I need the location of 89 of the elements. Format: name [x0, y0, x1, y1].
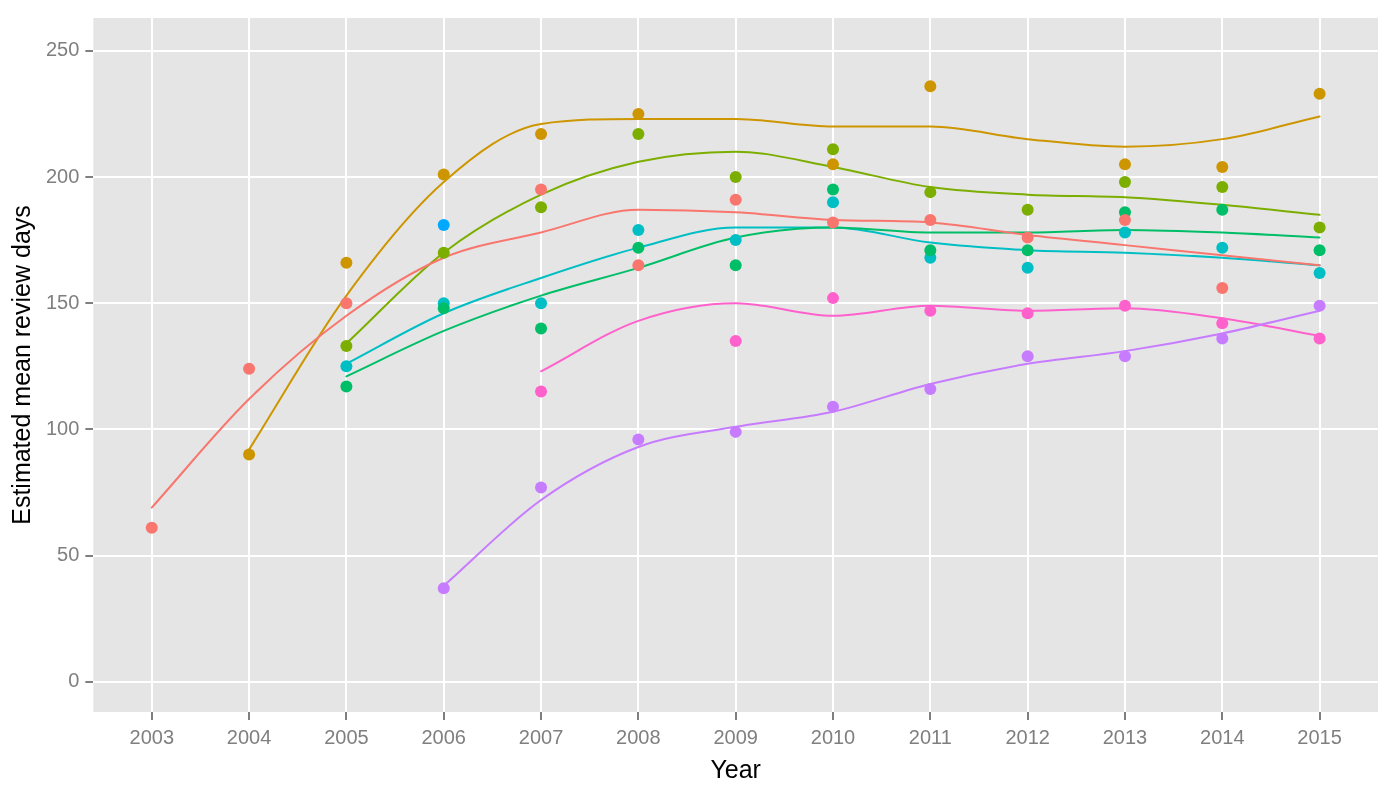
x-tick-label: 2015	[1297, 725, 1342, 748]
point	[535, 481, 548, 494]
point	[1021, 203, 1034, 216]
point	[437, 582, 450, 595]
y-tick-label: 50	[57, 543, 80, 566]
point	[243, 448, 256, 461]
point	[632, 128, 645, 141]
y-tick-label: 200	[45, 164, 80, 187]
x-tick-label: 2014	[1200, 725, 1245, 748]
point	[437, 246, 450, 259]
point	[1021, 350, 1034, 363]
x-tick-label: 2004	[226, 725, 272, 748]
point	[729, 234, 742, 247]
point	[1216, 181, 1229, 194]
point	[1118, 299, 1131, 312]
point	[1118, 226, 1131, 239]
point	[1313, 87, 1326, 100]
point	[1216, 332, 1229, 345]
point	[340, 256, 353, 269]
x-tick-label: 2010	[810, 725, 856, 748]
point	[145, 521, 158, 534]
point	[535, 322, 548, 335]
point	[924, 244, 937, 257]
point	[535, 385, 548, 398]
point	[1216, 241, 1229, 254]
point	[1216, 203, 1229, 216]
point	[1021, 307, 1034, 320]
y-tick-label: 150	[45, 290, 80, 313]
point	[632, 223, 645, 236]
point	[1216, 160, 1229, 173]
point	[535, 297, 548, 310]
point	[1021, 261, 1034, 274]
x-axis-title: Year	[710, 754, 761, 783]
point	[437, 302, 450, 315]
x-tick-label: 2008	[616, 725, 661, 748]
point	[729, 170, 742, 183]
point	[340, 340, 353, 353]
point	[535, 128, 548, 141]
x-tick-label: 2009	[713, 725, 758, 748]
x-tick-label: 2012	[1005, 725, 1050, 748]
point	[827, 143, 840, 156]
y-axis-title: Estimated mean review days	[6, 205, 35, 525]
point	[729, 259, 742, 272]
point	[535, 201, 548, 214]
point	[827, 292, 840, 305]
point	[827, 183, 840, 196]
point	[1118, 176, 1131, 189]
x-tick-label: 2003	[129, 725, 175, 748]
point	[437, 218, 450, 231]
point	[827, 216, 840, 229]
point	[1021, 231, 1034, 244]
point	[1313, 299, 1326, 312]
point	[827, 158, 840, 171]
point	[340, 297, 353, 310]
point	[340, 380, 353, 393]
point	[1313, 332, 1326, 345]
point	[243, 362, 256, 375]
point	[340, 360, 353, 373]
point	[1118, 213, 1131, 226]
point	[729, 335, 742, 348]
point	[632, 433, 645, 446]
y-tick-label: 250	[45, 38, 80, 61]
point	[1313, 244, 1326, 257]
point	[924, 304, 937, 317]
point	[924, 186, 937, 199]
point	[535, 183, 548, 196]
y-tick-label: 100	[45, 416, 80, 439]
x-tick-label: 2005	[324, 725, 369, 748]
point	[1118, 350, 1131, 363]
x-tick-label: 2006	[421, 725, 466, 748]
point	[1216, 282, 1229, 295]
point	[729, 193, 742, 206]
point	[924, 80, 937, 93]
point	[1118, 158, 1131, 171]
point	[632, 259, 645, 272]
x-tick-label: 2007	[518, 725, 564, 748]
y-tick-label: 0	[68, 669, 80, 692]
point	[924, 382, 937, 395]
point	[1021, 244, 1034, 257]
point	[1216, 317, 1229, 330]
point	[632, 241, 645, 254]
point	[1313, 221, 1326, 234]
point	[924, 213, 937, 226]
x-tick-label: 2013	[1102, 725, 1148, 748]
point	[1313, 266, 1326, 279]
point	[437, 168, 450, 181]
point	[827, 196, 840, 209]
x-tick-label: 2011	[908, 725, 952, 748]
point	[827, 400, 840, 413]
